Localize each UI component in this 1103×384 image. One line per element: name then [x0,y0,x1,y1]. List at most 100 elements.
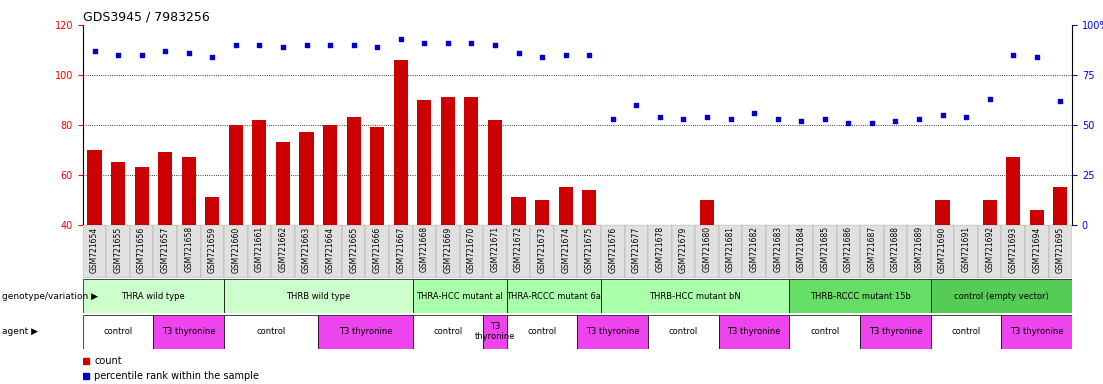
Text: control: control [527,327,557,336]
Point [957,114,975,120]
Point [1051,98,1069,104]
Bar [319,315,413,349]
Text: T3 thyronine: T3 thyronine [1010,327,1063,336]
Point [557,52,575,58]
Bar [606,225,620,277]
Point [910,116,928,122]
Text: GSM721666: GSM721666 [373,226,382,273]
Point [510,50,527,56]
Text: GDS3945 / 7983256: GDS3945 / 7983256 [83,11,210,24]
Point [250,42,268,48]
Point [628,102,645,108]
Bar [578,315,649,349]
Text: GSM721683: GSM721683 [773,226,782,272]
Point [863,120,880,126]
Text: THRB-HCC mutant bN: THRB-HCC mutant bN [650,291,741,301]
Point [132,52,150,58]
Bar [554,225,578,278]
Bar [601,279,790,313]
Bar [371,127,384,225]
Point [157,48,174,54]
Text: T3 thyronine: T3 thyronine [339,327,393,336]
Bar [1002,225,1025,278]
Point [651,114,668,120]
Bar [535,200,549,225]
Bar [978,225,1002,278]
Point [816,116,834,122]
Text: GSM721654: GSM721654 [90,226,99,273]
Text: GSM721672: GSM721672 [514,226,523,272]
Bar [629,225,643,237]
Bar [700,200,714,225]
Text: GSM721686: GSM721686 [844,226,853,272]
Text: GSM721661: GSM721661 [255,226,264,272]
Bar [176,225,201,278]
Text: GSM721694: GSM721694 [1032,226,1041,273]
Bar [935,200,950,225]
Bar [253,120,267,225]
Bar [790,315,860,349]
Bar [417,100,431,225]
Point [580,52,598,58]
Bar [865,225,879,290]
Text: GSM721662: GSM721662 [278,226,288,272]
Point [439,40,457,46]
Point [486,42,504,48]
Bar [794,225,808,287]
Text: T3 thyronine: T3 thyronine [727,327,781,336]
Text: GSM721680: GSM721680 [703,226,711,272]
Bar [389,225,413,278]
Bar [441,98,454,225]
Bar [601,225,624,278]
Point [698,114,716,120]
Point [392,36,409,42]
Text: genotype/variation ▶: genotype/variation ▶ [2,291,98,301]
Text: GSM721668: GSM721668 [420,226,429,272]
Text: GSM721692: GSM721692 [985,226,994,272]
Bar [817,225,832,270]
Text: GSM721675: GSM721675 [585,226,593,273]
Text: control: control [668,327,698,336]
Text: percentile rank within the sample: percentile rank within the sample [94,371,259,381]
Bar [649,225,672,278]
Bar [276,142,290,225]
Bar [719,315,790,349]
Bar [747,225,761,257]
Text: THRB wild type: THRB wild type [286,291,351,301]
Text: T3 thyronine: T3 thyronine [162,327,215,336]
Text: GSM721659: GSM721659 [207,226,217,273]
Bar [201,225,224,278]
Bar [506,279,601,313]
Bar [676,225,690,277]
Bar [413,315,483,349]
Bar [394,60,408,225]
Point [746,110,763,116]
Bar [836,225,860,278]
Bar [888,225,902,277]
Text: GSM721689: GSM721689 [914,226,923,272]
Point [769,116,786,122]
Text: control: control [257,327,286,336]
Bar [512,197,526,225]
Bar [464,98,479,225]
Bar [954,225,978,278]
Bar [271,225,295,278]
Text: GSM721695: GSM721695 [1056,226,1064,273]
Text: GSM721677: GSM721677 [632,226,641,273]
Text: THRA wild type: THRA wild type [121,291,185,301]
Bar [959,225,973,242]
Bar [582,190,597,225]
Text: control: control [810,327,839,336]
Point [604,116,622,122]
Point [1005,52,1022,58]
Point [721,116,739,122]
Text: agent ▶: agent ▶ [2,327,39,336]
Bar [842,225,856,282]
Text: GSM721670: GSM721670 [467,226,475,273]
Bar [1025,225,1049,278]
Bar [983,200,997,225]
Text: GSM721658: GSM721658 [184,226,193,272]
Bar [672,225,695,278]
Point [86,48,104,54]
Point [792,118,810,124]
